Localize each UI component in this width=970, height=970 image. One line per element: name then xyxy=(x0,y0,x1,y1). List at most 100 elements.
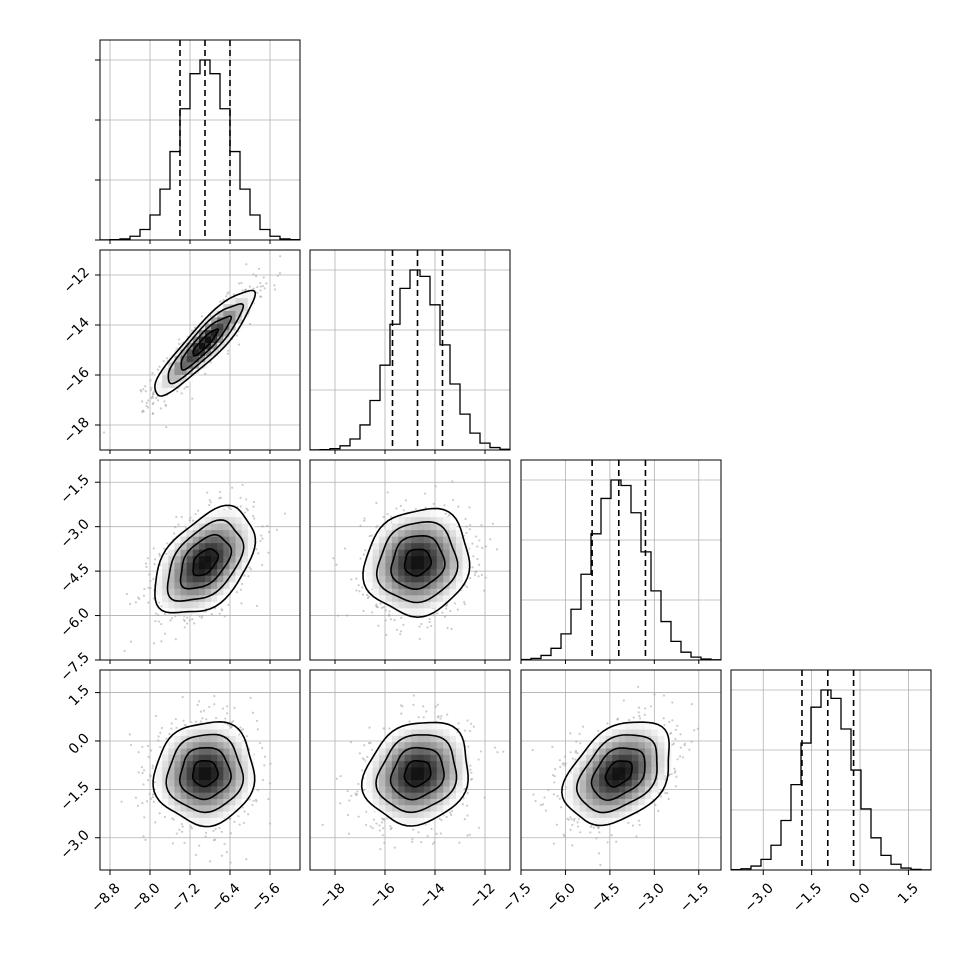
density-cell xyxy=(217,729,224,736)
sample-point xyxy=(267,797,270,801)
density-cell xyxy=(229,792,237,799)
density-cell xyxy=(217,754,224,762)
density-cell xyxy=(235,536,243,544)
density-cell xyxy=(217,594,224,602)
sample-point xyxy=(102,431,106,434)
density-cell xyxy=(423,555,431,563)
sample-point xyxy=(493,746,497,749)
density-cell xyxy=(162,575,169,583)
density-cell xyxy=(366,568,374,576)
density-cell xyxy=(211,754,218,762)
density-cell xyxy=(186,792,194,799)
density-cell xyxy=(449,542,457,550)
density-cell xyxy=(436,575,444,583)
sample-point xyxy=(471,566,474,569)
density-cell xyxy=(241,792,249,799)
sample-point xyxy=(247,813,250,816)
sample-point xyxy=(160,622,163,626)
sample-point xyxy=(267,530,271,534)
density-cell xyxy=(462,549,470,557)
sample-point xyxy=(160,605,163,608)
sample-point xyxy=(268,782,272,785)
y-tick-label-1-0: −18 xyxy=(61,415,93,447)
sample-point xyxy=(197,700,201,703)
density-cell xyxy=(192,785,200,793)
sample-point xyxy=(241,806,244,809)
density-cell xyxy=(205,516,212,524)
sample-point xyxy=(159,731,162,734)
density-cell xyxy=(235,323,243,331)
sample-point xyxy=(248,798,251,801)
sample-point xyxy=(125,592,128,596)
contour-2-0-3 xyxy=(154,504,257,614)
sample-point xyxy=(158,365,161,368)
density-cell xyxy=(217,549,224,557)
density-cell xyxy=(436,536,444,544)
sample-point xyxy=(146,557,149,560)
density-cell xyxy=(443,536,451,544)
density-cell xyxy=(379,594,386,602)
density-cell xyxy=(411,588,418,596)
density-cell xyxy=(174,368,182,376)
density-cell xyxy=(186,773,194,781)
density-cell xyxy=(391,607,399,615)
density-cell xyxy=(180,355,188,363)
density-cell xyxy=(217,766,224,774)
sample-point xyxy=(428,617,431,621)
density-cell xyxy=(229,785,237,793)
sample-point xyxy=(159,745,162,749)
sample-point xyxy=(259,281,262,285)
density-cell xyxy=(223,304,230,311)
density-cell xyxy=(229,310,237,318)
sample-point xyxy=(438,817,441,820)
density-cell xyxy=(398,568,406,576)
density-cell xyxy=(417,607,425,615)
sample-point xyxy=(372,818,375,821)
density-cell xyxy=(404,594,412,602)
sample-point xyxy=(424,492,427,495)
sample-point xyxy=(172,818,175,821)
contour-1-0-1 xyxy=(180,315,233,371)
density-cell xyxy=(186,348,194,356)
density-cell xyxy=(235,510,243,518)
density-cell xyxy=(180,773,188,781)
contour-2-1-1 xyxy=(390,534,446,591)
density-cell xyxy=(423,588,431,596)
density-cell xyxy=(223,792,230,799)
sample-point xyxy=(243,511,247,514)
sample-point xyxy=(149,579,152,583)
density-cell xyxy=(205,773,212,781)
sample-point xyxy=(219,496,222,499)
sample-point xyxy=(241,483,244,486)
density-cell xyxy=(229,316,237,324)
sample-point xyxy=(336,614,340,617)
sample-point xyxy=(191,618,194,621)
sample-point xyxy=(168,732,171,736)
density-cell xyxy=(449,549,457,557)
density-cell xyxy=(436,568,444,576)
density-cells-2-1 xyxy=(366,510,470,615)
density-cell xyxy=(398,549,406,557)
sample-point xyxy=(198,844,201,847)
density-cell xyxy=(366,562,374,570)
density-cell xyxy=(217,798,224,806)
sample-point xyxy=(152,642,156,645)
density-cell xyxy=(417,542,425,550)
density-cell xyxy=(174,562,182,570)
density-cell xyxy=(398,588,406,596)
density-cell xyxy=(223,811,230,818)
density-cell xyxy=(198,722,206,730)
density-cell xyxy=(186,555,194,563)
sample-point xyxy=(163,612,167,616)
sample-point xyxy=(389,825,392,828)
density-cell xyxy=(229,562,237,570)
density-cell xyxy=(205,588,212,596)
density-cell xyxy=(180,747,188,755)
density-cell xyxy=(223,804,230,812)
density-cell xyxy=(235,549,243,557)
density-cell xyxy=(180,361,188,369)
density-cell xyxy=(192,562,200,570)
density-cell xyxy=(205,766,212,774)
density-cell xyxy=(398,601,406,609)
density-cell xyxy=(223,729,230,736)
